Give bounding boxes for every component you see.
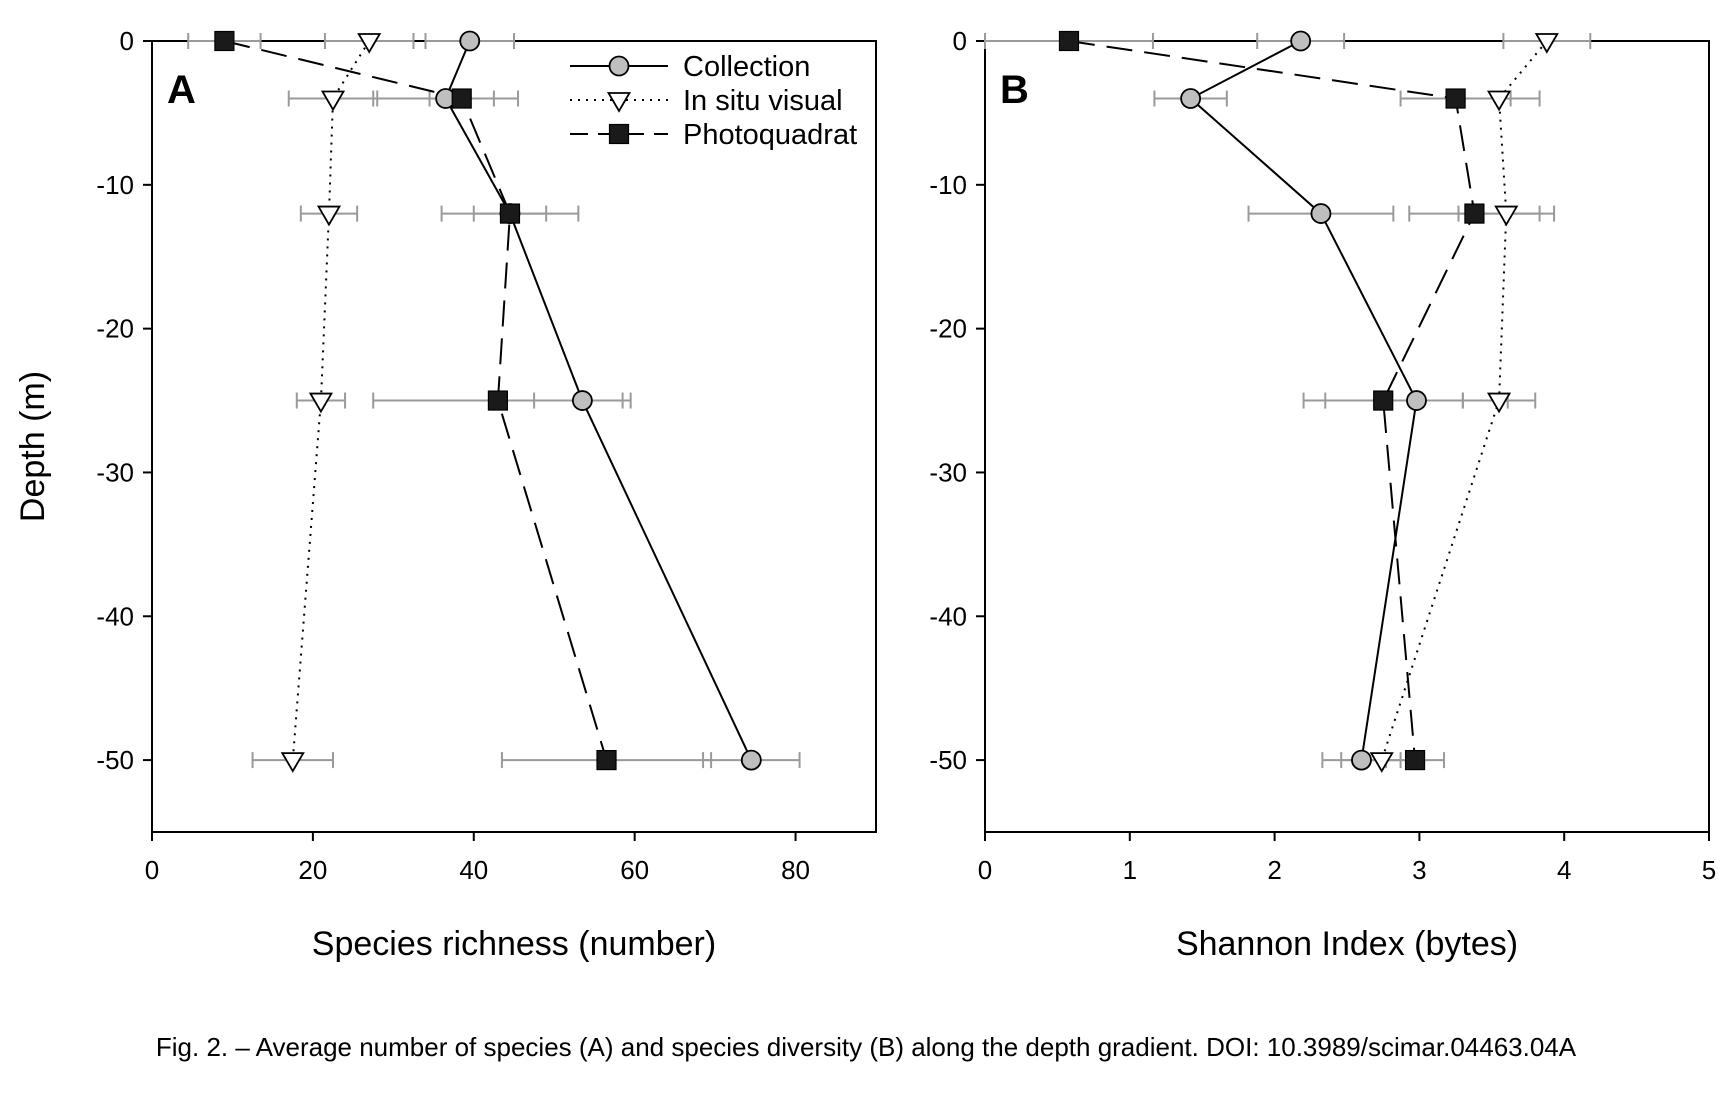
data-point (451, 88, 472, 109)
x-tick-label: 0 (978, 855, 992, 885)
data-point (740, 749, 762, 771)
x-tick-label: 5 (1702, 855, 1716, 885)
data-point (596, 749, 617, 771)
y-tick-label: -20 (929, 314, 967, 344)
y-tick-label: -50 (96, 745, 134, 775)
data-point (1486, 90, 1512, 112)
legend-label: Collection (683, 51, 810, 83)
legend-marker (606, 92, 632, 113)
data-point (1534, 33, 1559, 54)
series-markers-photoquadrat (214, 30, 617, 771)
data-point (1445, 88, 1466, 109)
data-point (214, 30, 235, 52)
data-point (1373, 390, 1394, 411)
y-tick-label: -40 (929, 601, 967, 631)
series-markers-in-situ-visual (1369, 33, 1559, 773)
legend-marker (608, 123, 630, 145)
series-markers-collection (1180, 30, 1427, 771)
data-point (1464, 203, 1485, 224)
plot-frame (151, 40, 877, 833)
panel-label: A (167, 68, 196, 112)
series-line-photoquadrat (224, 40, 608, 761)
data-point (499, 203, 521, 224)
data-point (308, 392, 333, 414)
y-tick-label: -30 (96, 457, 134, 487)
data-point (1404, 749, 1426, 771)
x-tick-label: 60 (620, 855, 649, 885)
legend-label: Photoquadrat (683, 119, 857, 151)
series-markers-photoquadrat (1058, 30, 1485, 771)
plot-frame (984, 40, 1710, 833)
y-tick-label: -10 (96, 170, 134, 200)
x-tick-label: 40 (459, 855, 488, 885)
data-point (280, 752, 305, 773)
y-tick-label: 0 (953, 26, 967, 56)
y-tick-label: -10 (929, 170, 967, 200)
panel-b: 0 -10 -20 -30 -40 -50 0 1 2 3 4 5 Shannon Index (byt… (929, 26, 1716, 963)
data-point (1058, 30, 1080, 52)
x-tick-label: 0 (145, 855, 159, 885)
data-point (571, 390, 593, 411)
panel-a: 0 -10 -20 -30 -40 -50 0 20 40 60 80 Species richnes… (14, 26, 877, 963)
y-tick-label: -50 (929, 745, 967, 775)
data-point (1310, 203, 1332, 224)
legend-marker (608, 55, 630, 77)
x-tick-label: 4 (1557, 855, 1571, 885)
data-point (487, 390, 509, 411)
series-line-in-situ-visual (1380, 40, 1548, 761)
data-point (1406, 390, 1427, 411)
data-point (357, 33, 382, 54)
y-tick-label: 0 (120, 26, 134, 56)
legend-label: In situ visual (683, 85, 843, 117)
data-point (1494, 205, 1519, 227)
x-tick-label: 80 (781, 855, 810, 885)
series-markers-in-situ-visual (280, 33, 382, 773)
x-tick-label: 3 (1412, 855, 1426, 885)
y-tick-label: -30 (929, 457, 967, 487)
x-axis-label: Species richness (number) (312, 925, 716, 963)
data-point (320, 90, 346, 112)
y-tick-label: -40 (96, 601, 134, 631)
data-point (1180, 88, 1202, 109)
data-point (1486, 392, 1512, 414)
error-bars-photoquadrat (984, 33, 1541, 769)
x-tick-label: 20 (298, 855, 327, 885)
data-point (316, 205, 342, 227)
y-axis-label: Depth (m) (14, 371, 52, 522)
figure-caption: Fig. 2. – Average number of species (A) … (155, 1032, 1577, 1062)
data-point (1369, 752, 1394, 773)
x-tick-label: 2 (1267, 855, 1281, 885)
error-bars-photoquadrat (187, 33, 713, 769)
panel-label: B (1000, 68, 1029, 112)
data-point (1290, 30, 1312, 52)
data-point (1351, 749, 1372, 771)
x-axis-label: Shannon Index (bytes) (1176, 925, 1518, 963)
x-tick-label: 1 (1123, 855, 1137, 885)
y-tick-label: -20 (96, 314, 134, 344)
data-point (459, 30, 481, 52)
